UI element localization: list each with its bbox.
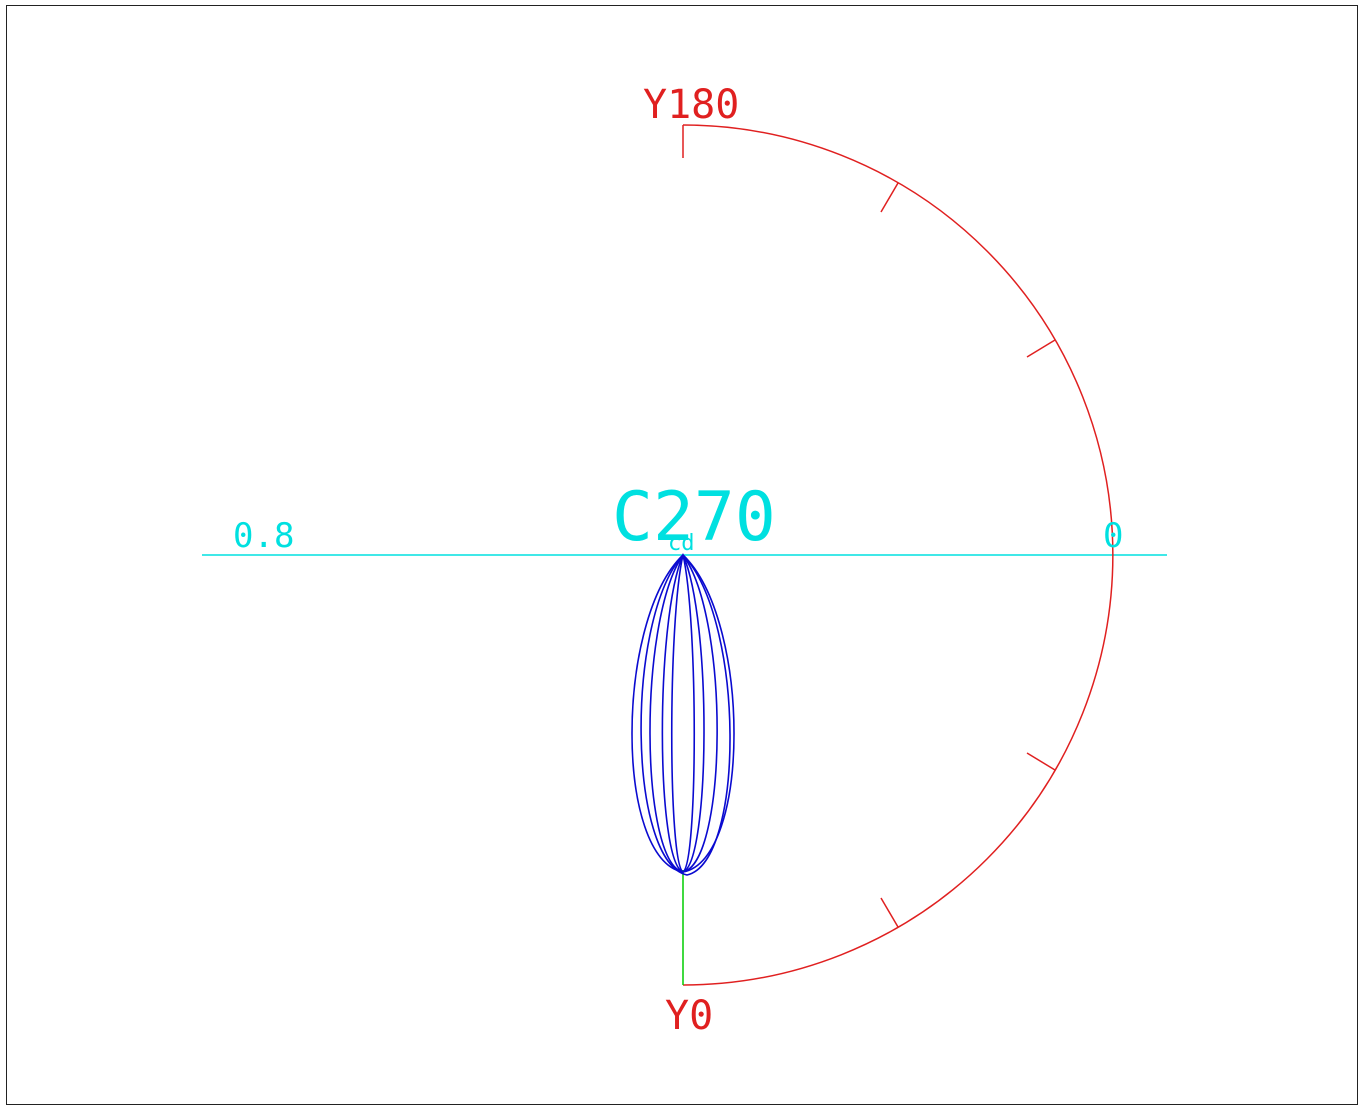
label-top: Y180 [643,82,739,128]
intensity-curve-3 [649,553,718,873]
intensity-curve-1 [631,553,735,873]
label-bottom: Y0 [665,993,713,1039]
label-right: 0 [1103,516,1123,556]
angle-arc [682,124,1114,986]
arc-tick-60 [1026,752,1056,771]
intensity-curve-5 [670,554,696,873]
intensity-curve-4 [661,553,705,873]
label-left: 0.8 [233,516,294,556]
arc-tick-120 [1026,339,1056,358]
label-plane: C270 [612,478,776,557]
intensity-curves [631,553,735,876]
intensity-curve-2 [640,553,731,876]
arc-tick-150 [880,182,899,213]
label-center: cd [668,531,695,556]
arc-tick-30 [880,897,899,928]
